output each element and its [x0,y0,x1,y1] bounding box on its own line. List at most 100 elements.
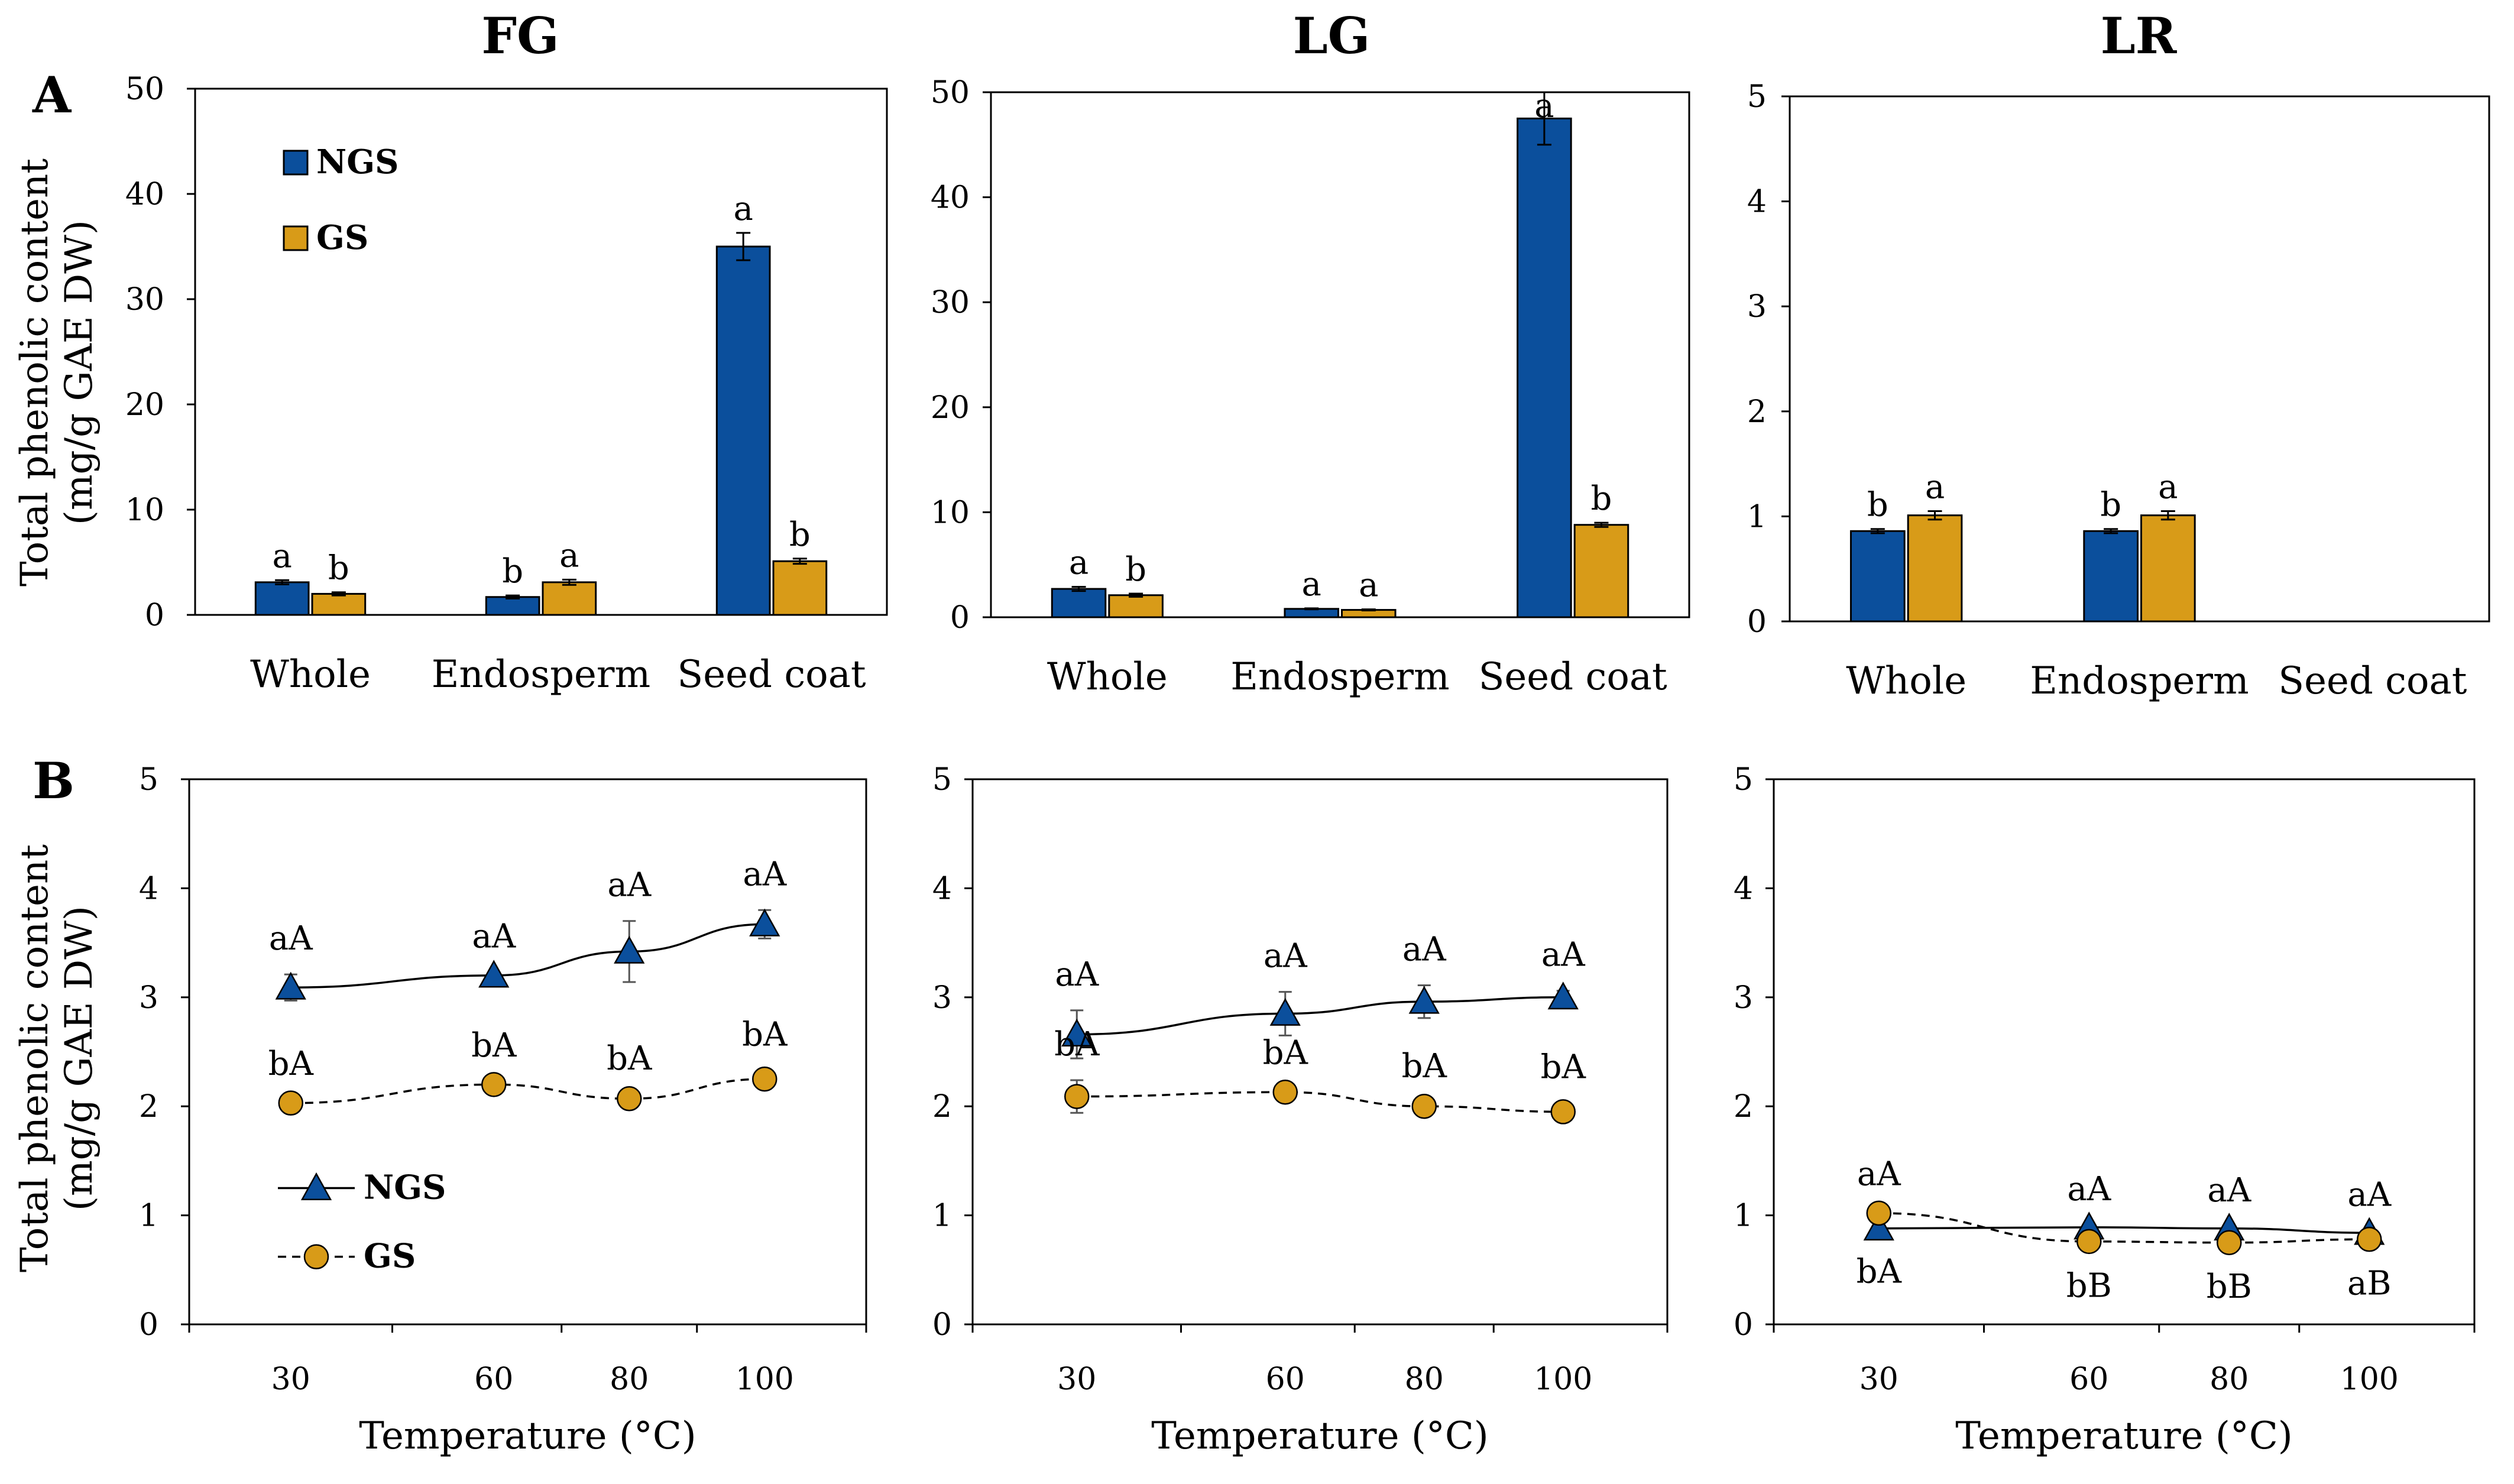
x-tick-label: 60 [474,1362,513,1397]
significance-label: a [272,537,291,575]
marker-gs-circle [1064,1084,1090,1109]
line-2-y-tick-label: 0 [1734,1307,1753,1343]
marker-gs-circle [2217,1230,2242,1255]
x-tick-label: 30 [271,1362,310,1397]
line-2-y-tick-label: 4 [1734,871,1753,906]
significance-label: a [1359,566,1378,605]
series-line-ngs [290,923,765,989]
bar-lg-y-tick-label: 10 [931,495,970,530]
legend-label-ngs: NGS [364,1168,446,1207]
bar-gs [772,560,828,616]
legend-label-gs: GS [364,1237,416,1276]
bar-fg-y-tick-label: 30 [125,282,164,317]
bar-ngs [1051,588,1107,618]
bar-fg-plot-frame [194,88,888,616]
line-1-plot-frame [971,778,1669,1326]
line-chart-fg: 0 1 2 3 4 5 30 60 80 100 Temperature (°C) aA aA aA aA b… [139,762,867,1458]
bar-ngs [254,581,310,616]
marker-gs-circle [1272,1079,1298,1105]
bar-ngs [1849,530,1906,623]
significance-label: bA [1263,1034,1308,1073]
significance-label: a [1302,565,1321,604]
bar-lg-y-tick-label: 50 [931,75,970,111]
column-title-fg: FG [481,7,559,65]
x-tick-label: 80 [1405,1362,1444,1397]
significance-label: b [502,552,523,591]
significance-label: b [2100,486,2121,524]
significance-label: aB [2347,1265,2392,1303]
series-line-gs [290,1078,765,1104]
marker-gs-circle [2357,1226,2382,1252]
line-1-y-tick-label: 3 [932,980,952,1016]
significance-label: aA [607,866,651,905]
significance-label: b [1867,486,1888,524]
bar-lg-y-tick-label: 0 [950,600,970,636]
category-label: Whole [250,653,371,696]
significance-label: bA [607,1039,652,1078]
marker-ngs-triangle [478,960,510,988]
bar-lr-y-tick-label: 1 [1747,499,1767,534]
line-1-y-tick-label: 5 [932,762,952,798]
significance-label: bA [1402,1047,1447,1086]
bar-lg-y-tick-label: 20 [931,390,970,426]
bar-fg-y-tick-label: 0 [145,598,164,633]
significance-label: aA [1402,931,1446,969]
marker-gs-circle [1550,1099,1576,1125]
x-tick-label: 80 [2210,1362,2249,1397]
marker-ngs-triangle [1061,1018,1093,1046]
marker-gs-circle [303,1244,329,1269]
column-title-lg: LG [1293,7,1371,65]
marker-ngs-triangle [1547,981,1579,1010]
significance-label: aA [2347,1175,2391,1214]
column-title-lr: LR [2101,7,2178,65]
significance-label: bA [1857,1252,1902,1291]
category-label: Whole [1047,655,1168,699]
bar-gs [542,581,597,616]
line-0-y-tick-label: 3 [139,980,158,1016]
marker-ngs-triangle [1408,986,1440,1014]
significance-label: aA [743,855,786,893]
line-1-y-tick-label: 4 [932,871,952,906]
bar-gs [1108,594,1164,618]
category-label: Endosperm [1230,655,1449,699]
series-line-gs [1878,1212,2370,1244]
significance-label: aA [1055,955,1099,994]
y-axis-title-a-line2: (mg/g GAE DW) [57,220,101,525]
significance-label: bA [1541,1048,1586,1087]
x-tick-label: 100 [736,1362,794,1397]
bar-ngs [715,245,771,616]
x-axis-title: Temperature (°C) [1955,1414,2293,1458]
bar-lr-y-tick-label: 3 [1747,289,1767,325]
marker-gs-circle [481,1072,507,1097]
bar-ngs [485,596,540,616]
line-2-y-tick-label: 3 [1734,980,1753,1016]
significance-label: aA [2067,1170,2111,1208]
marker-ngs-triangle [1863,1213,1894,1241]
y-axis-title-b-line1: Total phenolic content [13,844,57,1272]
bar-lr-y-tick-label: 2 [1747,394,1767,430]
significance-label: aA [472,917,516,955]
marker-gs-circle [752,1066,777,1092]
marker-ngs-triangle [749,908,780,937]
bar-gs [2140,514,2196,623]
significance-label: aA [1857,1155,1901,1193]
legend-label-ngs: NGS [316,142,399,182]
bar-lg-y-tick-label: 40 [931,180,970,216]
bar-lr-plot-frame [1789,95,2490,623]
category-label: Endosperm [2030,659,2249,703]
line-0-y-tick-label: 4 [139,871,158,906]
significance-label: a [1069,543,1088,582]
bar-lg-y-tick-label: 30 [931,285,970,320]
bar-fg-y-tick-label: 40 [125,177,164,212]
marker-gs-circle [2076,1229,2102,1255]
bar-gs [1907,514,1963,623]
series-line-gs [1077,1091,1563,1113]
significance-label: b [1125,550,1146,589]
line-2-y-tick-label: 1 [1734,1198,1753,1234]
x-tick-label: 30 [1057,1362,1096,1397]
marker-ngs-triangle [300,1172,332,1200]
category-label: Seed coat [2278,659,2467,703]
line-2-plot-frame [1773,778,2476,1326]
